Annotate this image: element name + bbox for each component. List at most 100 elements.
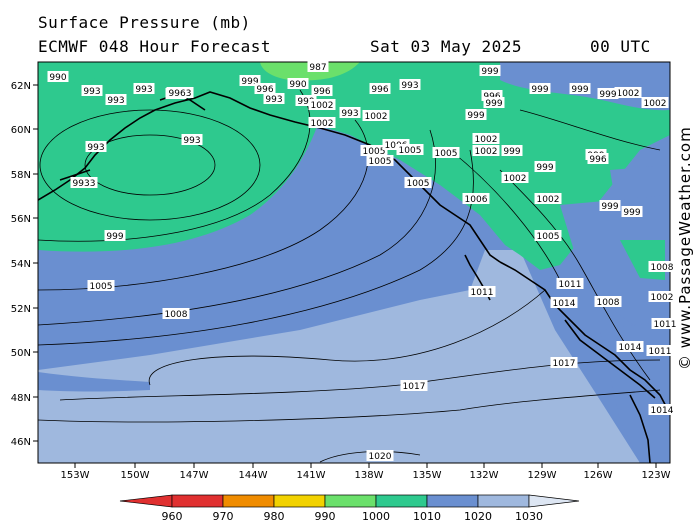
isobar-label: 999 (531, 85, 548, 95)
isobar-label: 1002 (537, 195, 560, 205)
isobar-label: 999 (536, 163, 553, 173)
isobar-label: 1017 (553, 359, 576, 369)
colorbar-swatch (222, 494, 275, 508)
isobar-label: 1017 (403, 382, 426, 392)
land-area (38, 62, 670, 270)
isobar-label: 1006 (465, 195, 488, 205)
model-label: ECMWF 048 Hour Forecast (38, 37, 272, 56)
isobar-label: 1011 (649, 347, 672, 357)
isobar-label: 990 (49, 73, 66, 83)
isobar-label: 1014 (553, 299, 576, 309)
colorbar-arrow-high (528, 494, 580, 508)
isobar-label: 9933 (73, 179, 96, 189)
isobar-label: 1008 (651, 263, 674, 273)
isobar-label: 999 (571, 85, 588, 95)
isobar-label: 1002 (475, 147, 498, 157)
isobar-label: 1005 (90, 282, 113, 292)
isobar-label: 1006 (385, 141, 408, 151)
isobar-label: 1008 (597, 298, 620, 308)
lon-label: 150W (121, 470, 150, 481)
forecast-date: Sat 03 May 2025 (370, 37, 522, 56)
lon-label: 129W (528, 470, 557, 481)
isobar-label: 1014 (651, 406, 674, 416)
lat-label: 60N (11, 125, 31, 136)
colorbar-tick: 1000 (362, 510, 390, 523)
lon-label: 123W (642, 470, 671, 481)
lat-label: 50N (11, 348, 31, 359)
isobar-label: 996 (371, 85, 388, 95)
isobar-label: 1002 (311, 101, 334, 111)
isobar-labels: 9909939939939939963999996993990987999100… (47, 61, 679, 462)
lon-label: 153W (61, 470, 90, 481)
isobar-label: 1011 (654, 320, 677, 330)
isobar-label: 993 (183, 136, 200, 146)
isobar-label: 993 (341, 109, 358, 119)
forecast-time: 00 UTC (590, 37, 651, 56)
isobar-label: 999 (623, 208, 640, 218)
isobar-label: 999 (485, 99, 502, 109)
lat-label: 52N (11, 304, 31, 315)
isobar-label: 999 (297, 97, 314, 107)
lon-label: 132W (470, 470, 499, 481)
lon-label: 141W (297, 470, 326, 481)
colorbar-tick: 980 (264, 510, 285, 523)
isobar-label: 1011 (559, 280, 582, 290)
isobar-label: 1002 (311, 119, 334, 129)
isobar-label: 1020 (369, 452, 392, 462)
isobar-label: 1005 (435, 149, 458, 159)
isobar-label: 999 (599, 90, 616, 100)
lon-label: 135W (413, 470, 442, 481)
colorbar-swatch (171, 494, 224, 508)
isobar-label: 993 (401, 81, 418, 91)
colorbar-arrow-low (119, 494, 173, 508)
isobar-label: 993 (107, 96, 124, 106)
isobar-label: 1002 (504, 174, 527, 184)
lon-label: 147W (180, 470, 209, 481)
colorbar-swatch (375, 494, 428, 508)
isobar-label: 1005 (369, 157, 392, 167)
lat-label: 56N (11, 214, 31, 225)
isobar-label: 1005 (399, 146, 422, 156)
isobar-label: 996 (256, 85, 273, 95)
isobar-label: 999 (467, 111, 484, 121)
colorbar-swatch (477, 494, 530, 508)
isobar-label: 1002 (475, 135, 498, 145)
lon-label: 144W (239, 470, 268, 481)
colorbar: 960 970 980 990 1000 1010 1020 1030 (119, 494, 580, 523)
colorbar-tick: 1010 (413, 510, 441, 523)
colorbar-tick: 990 (315, 510, 336, 523)
longitude-axis: 153W 150W 147W 144W 141W 138W 135W 132W 129W 126W… (61, 463, 671, 481)
isobar-label: 999 (601, 202, 618, 212)
isobar-label: 993 (135, 85, 152, 95)
isobar-label: 993 (265, 95, 282, 105)
isobar-label: 1008 (165, 310, 188, 320)
colorbar-tick: 970 (213, 510, 234, 523)
latitude-axis: 62N 60N 58N 56N 54N 52N 50N 48N 46N (11, 81, 38, 448)
isobar-label: 1005 (363, 147, 386, 157)
colorbar-swatch (324, 494, 377, 508)
lon-label: 126W (584, 470, 613, 481)
isobar-label: 1011 (471, 288, 494, 298)
isobar-label: 999 (106, 232, 123, 242)
isobar-label: 999 (481, 67, 498, 77)
colorbar-tick: 1030 (515, 510, 543, 523)
isobar-label: 1005 (537, 232, 560, 242)
lon-label: 138W (355, 470, 384, 481)
isobar-label: 1005 (407, 179, 430, 189)
map-field (38, 62, 670, 463)
colorbar-swatch (273, 494, 326, 508)
isobar-label: 999 (503, 147, 520, 157)
isobar-label: 1002 (651, 293, 674, 303)
isobar-label: 990 (289, 80, 306, 90)
isobar-label: 1014 (619, 343, 642, 353)
lat-label: 48N (11, 393, 31, 404)
lat-label: 62N (11, 81, 31, 92)
lat-label: 58N (11, 170, 31, 181)
colorbar-tick: 1020 (464, 510, 492, 523)
isobar-label: 996 (589, 155, 606, 165)
isobar-label: 993 (87, 143, 104, 153)
map-title: Surface Pressure (mb) (38, 13, 251, 32)
isobar-label: 999 (241, 77, 258, 87)
isobar-label: 987 (309, 63, 326, 73)
colorbar-swatch (426, 494, 479, 508)
